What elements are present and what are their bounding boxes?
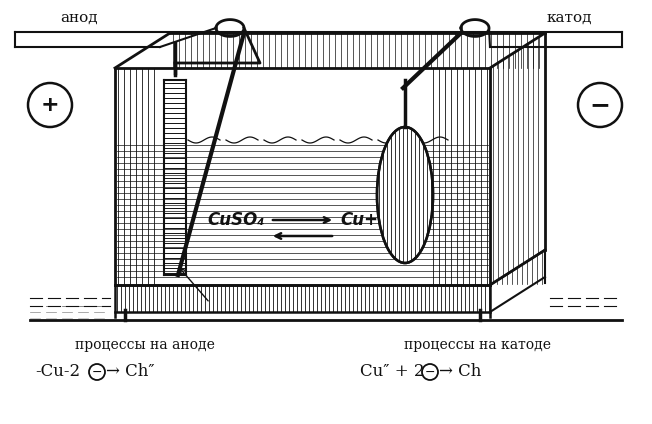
- Text: процессы на аноде: процессы на аноде: [75, 338, 215, 352]
- Text: +: +: [40, 95, 59, 115]
- Text: CuSO₄: CuSO₄: [207, 211, 265, 229]
- Text: −: −: [424, 365, 436, 379]
- Text: анод: анод: [60, 11, 98, 25]
- Text: → Ch: → Ch: [439, 363, 481, 380]
- Text: → Ch″: → Ch″: [106, 363, 155, 380]
- Text: −: −: [92, 365, 102, 379]
- Text: -Cu-2: -Cu-2: [35, 363, 80, 380]
- Text: процессы на катоде: процессы на катоде: [404, 338, 552, 352]
- Ellipse shape: [377, 127, 433, 263]
- Text: Cu+SO₄″: Cu+SO₄″: [340, 211, 419, 229]
- Text: −: −: [589, 93, 610, 117]
- Text: Cu″ + 2: Cu″ + 2: [360, 363, 424, 380]
- Text: катод: катод: [546, 11, 592, 25]
